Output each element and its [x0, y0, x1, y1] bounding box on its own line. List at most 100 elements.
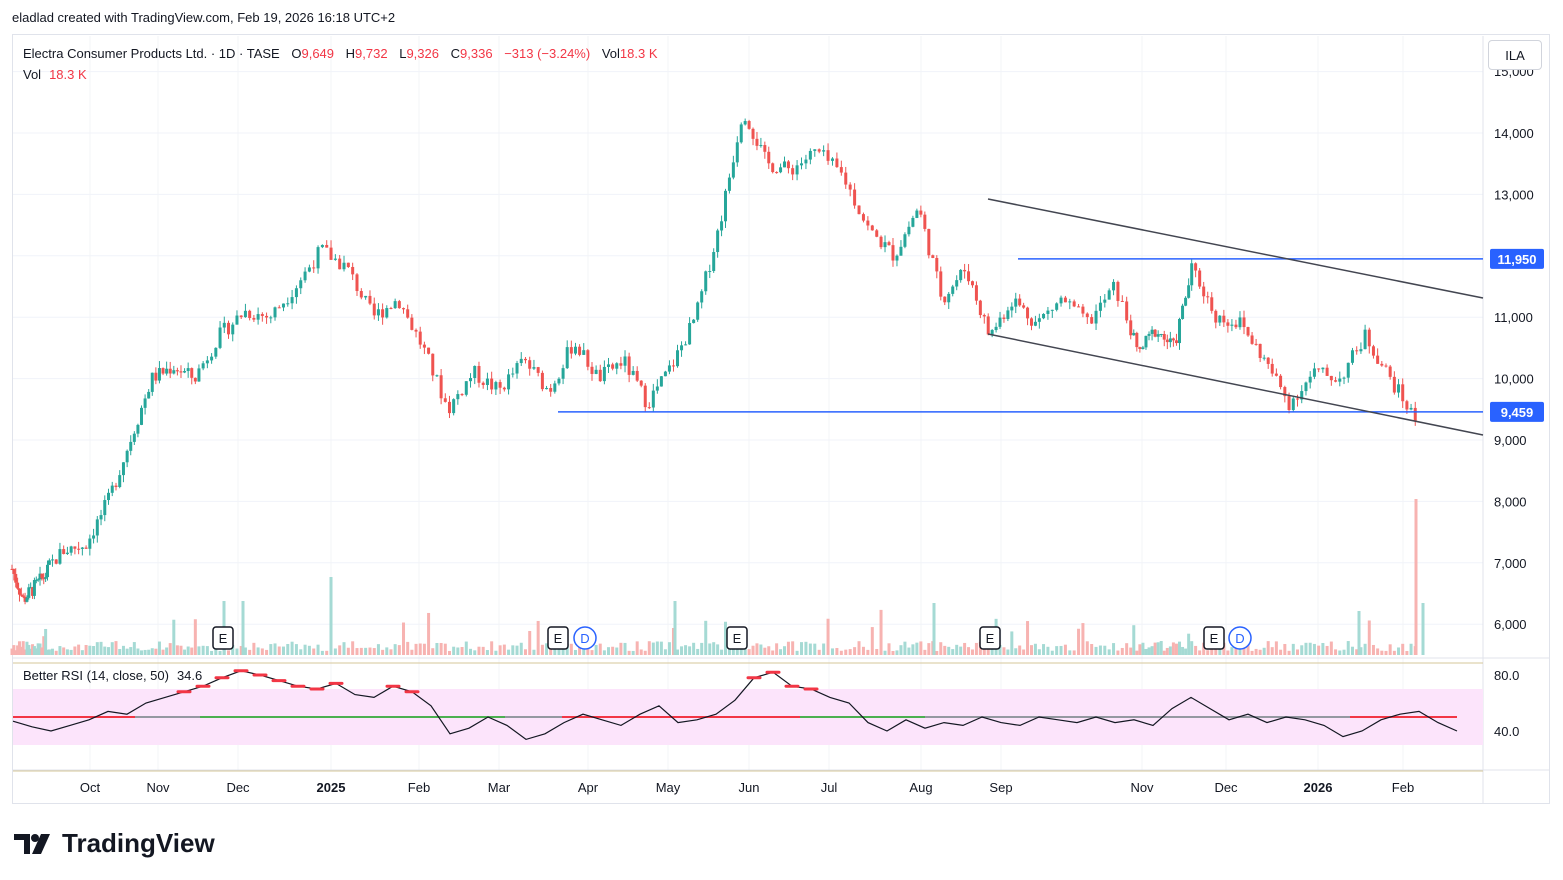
volume-bar: [804, 641, 808, 655]
candle-body: [779, 167, 783, 173]
candle: [351, 262, 355, 281]
candle-body: [1006, 310, 1010, 319]
candle-body: [848, 184, 852, 190]
candle-body: [631, 370, 635, 375]
candle: [569, 340, 573, 359]
candle: [511, 367, 515, 378]
volume-bar: [27, 644, 31, 655]
candle-body: [418, 331, 422, 345]
volume-bar: [477, 646, 481, 655]
candle-body: [731, 162, 735, 178]
volume-bar: [875, 648, 879, 655]
candle: [10, 564, 14, 570]
candle-body: [118, 475, 122, 488]
candle: [967, 264, 971, 285]
candle: [252, 314, 256, 322]
currency-button[interactable]: ILA: [1488, 40, 1542, 70]
tradingview-brand[interactable]: TradingView: [14, 828, 215, 859]
dividend-marker-label: D: [1235, 631, 1244, 646]
candle-body: [895, 255, 899, 261]
candle: [891, 237, 895, 267]
candle-body: [1238, 317, 1242, 328]
volume-bar: [1138, 644, 1142, 655]
candle-body: [1308, 376, 1312, 383]
candle: [671, 359, 675, 372]
volume-bar: [168, 643, 172, 655]
candle-body: [1178, 318, 1182, 344]
candle-body: [755, 138, 759, 146]
candle-body: [1022, 305, 1026, 308]
candle-body: [663, 371, 667, 377]
candle: [667, 360, 671, 375]
candle-body: [857, 205, 861, 215]
rsi-overbought-highlight: [176, 669, 819, 694]
candle: [1018, 294, 1022, 307]
candle-body: [1234, 324, 1238, 328]
volume-bar: [915, 642, 919, 655]
candle-body: [114, 485, 118, 488]
candle-body: [557, 378, 561, 384]
volume-bar: [125, 648, 129, 655]
candle: [1210, 292, 1214, 314]
candle: [439, 369, 443, 405]
candle-body: [21, 595, 25, 597]
volume-bar: [967, 647, 971, 655]
candle-body: [1296, 398, 1300, 400]
candle: [607, 357, 611, 374]
volume-bar: [1098, 645, 1102, 655]
candle-body: [1392, 376, 1396, 393]
candle-body: [569, 347, 573, 354]
candle: [452, 398, 456, 416]
volume-bar: [1242, 644, 1246, 655]
volume-bar: [19, 646, 23, 655]
volume-bar: [1230, 647, 1234, 655]
candle-body: [252, 317, 256, 320]
candle: [410, 314, 414, 331]
candle-body: [927, 228, 931, 256]
candle: [277, 305, 281, 309]
candle: [813, 149, 817, 157]
candle-body: [498, 382, 502, 388]
rsi-legend[interactable]: Better RSI (14, close, 50) 34.6: [23, 668, 202, 683]
candle-body: [1171, 338, 1175, 341]
volume-bar: [907, 647, 911, 655]
volume-bar: [708, 643, 712, 655]
volume-bar: [498, 645, 502, 655]
candle: [1388, 364, 1392, 380]
candle-body: [19, 594, 23, 596]
volume-bar: [586, 644, 590, 655]
volume-bar: [42, 636, 46, 655]
candle-body: [1141, 347, 1145, 349]
volume-bar: [545, 643, 549, 655]
candle: [299, 277, 303, 295]
candle-body: [107, 492, 111, 501]
vol-value: 18.3 K: [619, 46, 658, 61]
volume-bar: [1329, 641, 1333, 655]
volume-bar: [1010, 631, 1014, 655]
symbol-name[interactable]: Electra Consumer Products Ltd. · 1D · TA…: [23, 46, 280, 61]
volume-bar: [299, 649, 303, 655]
volume-bar: [73, 646, 77, 655]
volume-bar: [1159, 641, 1163, 655]
candle-body: [1355, 350, 1359, 352]
candle-body: [623, 356, 627, 366]
volume-legend[interactable]: Vol 18.3 K: [23, 67, 87, 82]
volume-bar: [1002, 647, 1006, 655]
volume-bar-spike: [1414, 499, 1418, 655]
volume-bar: [826, 618, 830, 655]
volume-bar: [1350, 646, 1354, 655]
candle-body: [1409, 407, 1413, 410]
candle: [355, 273, 359, 296]
candle-body: [58, 549, 62, 564]
candle: [1359, 342, 1363, 354]
earnings-marker-label: E: [733, 631, 742, 646]
volume-legend-label: Vol: [23, 67, 42, 82]
candle: [895, 254, 899, 267]
volume-bar: [186, 646, 190, 655]
candle-body: [269, 317, 273, 319]
candle-body: [1085, 313, 1089, 318]
candle: [193, 377, 197, 385]
volume-bar: [161, 649, 165, 655]
candle-body: [92, 535, 96, 539]
